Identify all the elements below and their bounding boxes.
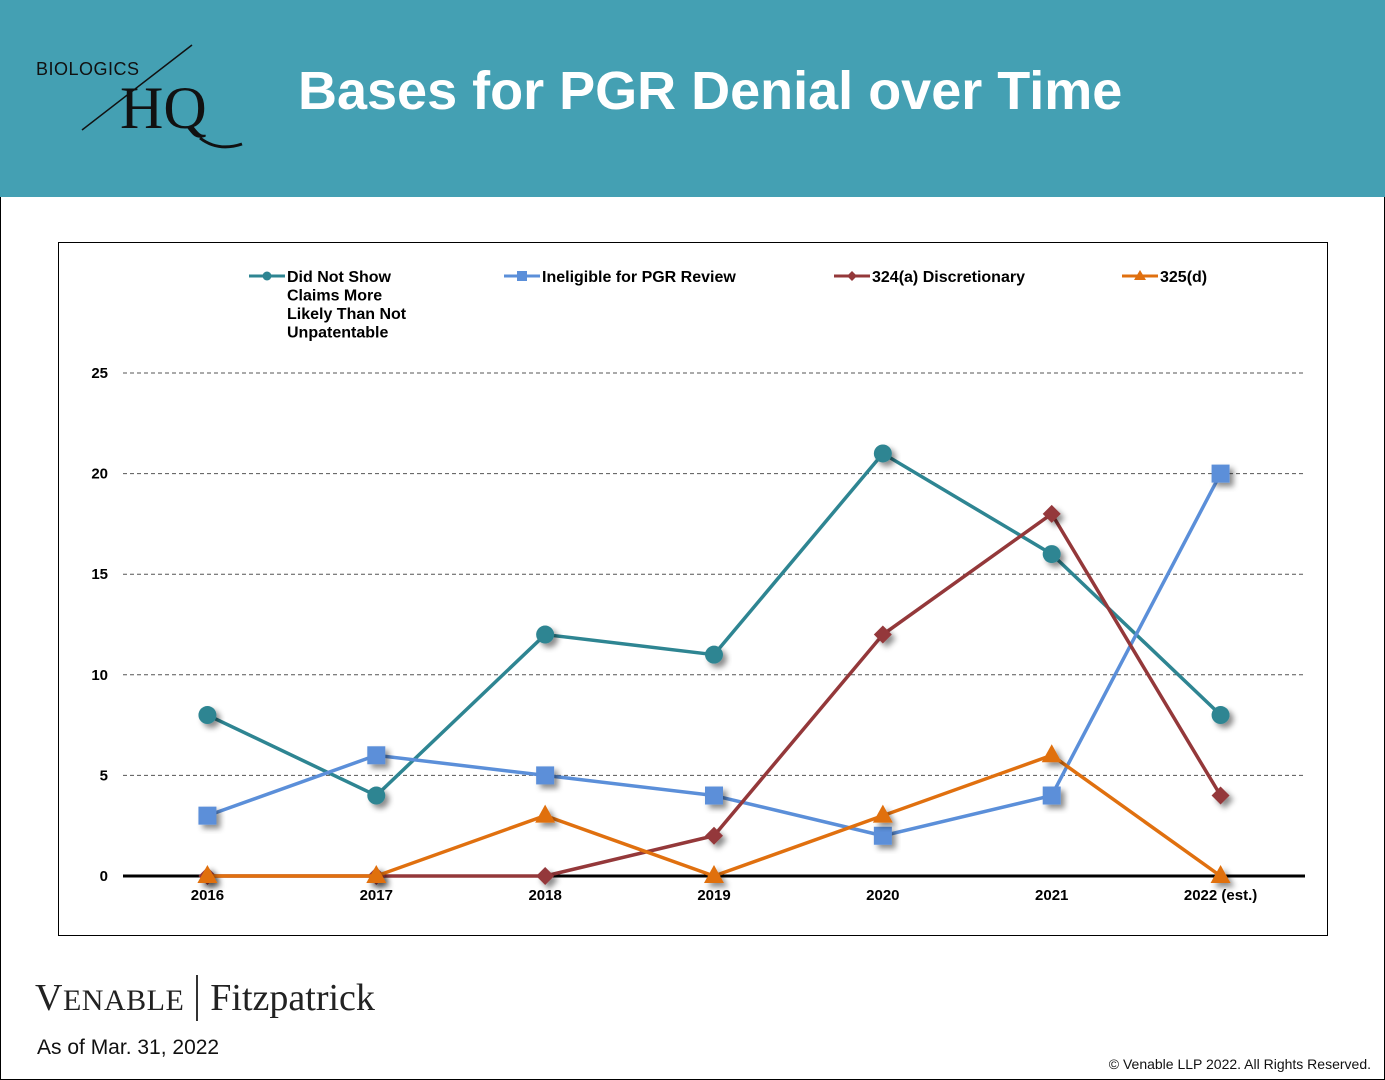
- y-tick-label-25: 25: [91, 365, 108, 382]
- legend-marker-0: [262, 271, 272, 281]
- data-point-s0-3: [705, 645, 723, 664]
- legend-label-0-1: Claims More: [287, 288, 382, 305]
- brand-venable: VENABLE: [35, 977, 185, 1019]
- logo-slash: [81, 44, 243, 149]
- y-tick-label-0: 0: [100, 868, 108, 885]
- y-tick-label-20: 20: [91, 466, 108, 483]
- data-point-s1-3: [705, 786, 723, 805]
- y-tick-label-5: 5: [100, 767, 108, 784]
- legend-marker-3: [1134, 270, 1146, 280]
- copyright-notice: © Venable LLP 2022. All Rights Reserved.: [1108, 1056, 1371, 1072]
- data-point-s0-2: [536, 625, 555, 644]
- data-point-s2-5: [1042, 504, 1061, 523]
- venable-fitzpatrick-logo: VENABLE Fitzpatrick: [35, 972, 375, 1024]
- x-tick-label-0: 2016: [191, 887, 224, 904]
- chart-container: 0 5 10 15 20 25 2016 2017 2018 2019 2020 2021 2022 (…: [58, 242, 1328, 936]
- data-point-s3-6: [1210, 865, 1231, 883]
- data-point-s2-2: [536, 867, 555, 885]
- x-tick-label-3: 2019: [697, 887, 730, 904]
- logo-text-biologics: BIOLOGICS: [36, 59, 140, 79]
- legend-label-0-0: Did Not Show: [287, 269, 392, 286]
- x-tick-label-5: 2021: [1035, 887, 1068, 904]
- data-point-s3-1: [366, 865, 387, 883]
- legend-label-0-3: Unpatentable: [287, 325, 388, 342]
- brand-separator: [196, 975, 199, 1021]
- series-line-3: [207, 753, 1222, 878]
- data-point-s0-1: [367, 786, 386, 805]
- logo-text-hq: HQ: [120, 75, 207, 141]
- data-point-s2-3: [705, 826, 723, 845]
- data-point-s0-5: [1042, 545, 1061, 564]
- data-point-s2-6: [1211, 786, 1230, 805]
- data-point-s0-4: [873, 444, 892, 463]
- data-point-s0-0: [198, 706, 217, 725]
- biologics-hq-logo: BIOLOGICS HQ: [30, 40, 250, 160]
- data-point-s3-0: [197, 865, 218, 883]
- legend-marker-1: [517, 271, 527, 281]
- data-point-s1-2: [536, 766, 555, 785]
- x-tick-label-6: 2022 (est.): [1184, 887, 1257, 904]
- data-point-s3-4: [872, 804, 893, 823]
- header-banner: BIOLOGICS HQ Bases for PGR Denial over T…: [0, 0, 1385, 197]
- data-point-s3-3: [704, 865, 724, 883]
- data-point-s1-4: [873, 826, 892, 845]
- data-point-s1-0: [198, 806, 217, 825]
- y-tick-label-15: 15: [91, 566, 108, 583]
- page-title: Bases for PGR Denial over Time: [298, 61, 1123, 121]
- data-point-s3-5: [1041, 744, 1062, 763]
- data-point-s1-5: [1042, 786, 1061, 805]
- x-tick-label-1: 2017: [360, 887, 393, 904]
- legend-label-2-0: 324(a) Discretionary: [872, 269, 1025, 286]
- data-point-s0-6: [1211, 706, 1230, 725]
- as-of-date: As of Mar. 31, 2022: [37, 1036, 220, 1059]
- brand-fitzpatrick: Fitzpatrick: [210, 977, 375, 1019]
- legend-label-0-2: Likely Than Not: [287, 306, 407, 323]
- data-point-s1-1: [367, 746, 386, 765]
- x-tick-label-2: 2018: [528, 887, 561, 904]
- series-line-0: [206, 451, 1222, 798]
- legend-marker-2: [847, 271, 857, 281]
- data-point-s2-4: [873, 625, 892, 644]
- data-point-s3-2: [535, 804, 556, 823]
- line-chart: 0 5 10 15 20 25 2016 2017 2018 2019 2020 2021 2022 (…: [91, 269, 1305, 904]
- legend-label-3-0: 325(d): [1160, 269, 1207, 286]
- data-point-s1-6: [1211, 464, 1230, 483]
- x-tick-label-4: 2020: [866, 887, 899, 904]
- y-tick-label-10: 10: [91, 667, 108, 684]
- legend-label-1-0: Ineligible for PGR Review: [542, 269, 736, 286]
